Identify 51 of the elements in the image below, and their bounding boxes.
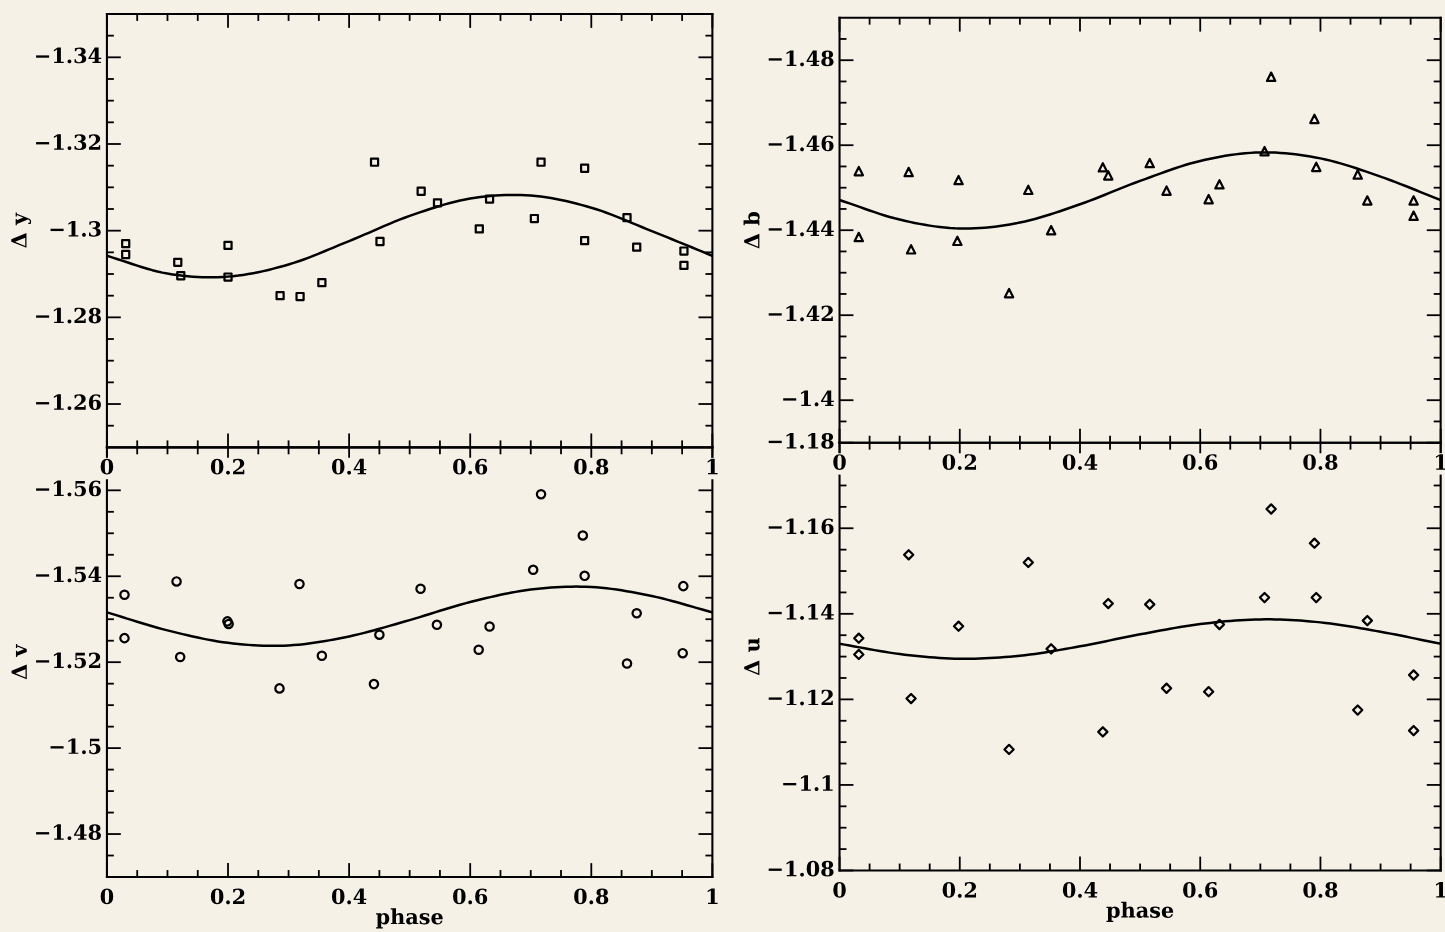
x-tick-label: 1	[707, 458, 718, 475]
x-tick-label: 0.8	[574, 458, 609, 475]
x-tick-label: 1	[1435, 454, 1445, 470]
x-tick-label: 1	[1435, 881, 1445, 898]
y-tick-label: −1.28	[36, 307, 101, 324]
y-tick-label: −1.54	[36, 566, 102, 583]
x-tick-label: 0.6	[453, 888, 488, 905]
y-tick-label: −1.14	[768, 604, 834, 620]
y-tick-label: −1.4	[783, 390, 834, 407]
x-tick-label: 0.8	[1303, 454, 1338, 470]
y-tick-label: −1.32	[36, 134, 101, 151]
x-tick-label: 0	[100, 458, 114, 475]
x-tick-label: 0	[100, 888, 114, 905]
x-tick-label: 0.4	[1062, 881, 1098, 898]
x-tick-label: 1	[707, 888, 718, 904]
y-tick-label: −1.3	[50, 220, 101, 237]
y-axis-title: Δ v	[11, 643, 27, 680]
y-tick-label: −1.5	[50, 738, 101, 755]
y-tick-label: −1.16	[768, 518, 834, 535]
y-axis-title: Δ y	[11, 212, 32, 248]
x-axis-title: phase	[1106, 901, 1174, 922]
x-tick-label: 0.2	[210, 888, 245, 905]
x-tick-label: 0.2	[210, 458, 245, 475]
y-tick-label: −1.34	[36, 47, 102, 64]
y-tick-label: −1.12	[768, 689, 833, 706]
y-tick-label: −1.48	[36, 824, 101, 841]
y-tick-label: −1.48	[768, 50, 834, 67]
x-tick-label: 0.6	[1183, 881, 1218, 898]
y-axis-title: Δ u	[744, 638, 760, 676]
y-tick-label: −1.26	[36, 394, 101, 411]
x-tick-label: 0.4	[331, 458, 367, 475]
x-tick-label: 0	[833, 454, 846, 470]
y-tick-label: −1.1	[783, 775, 833, 791]
x-tick-label: 0.4	[1062, 454, 1098, 470]
x-axis-title: phase	[376, 908, 443, 929]
y-tick-label: −1.52	[36, 652, 101, 669]
x-tick-label: 0.8	[1303, 881, 1338, 898]
y-tick-label: −1.42	[768, 305, 833, 322]
x-tick-label: 0.4	[331, 888, 367, 905]
x-tick-label: 0.8	[574, 888, 609, 905]
y-tick-label: −1.18	[768, 432, 834, 449]
x-tick-label: 0.6	[453, 458, 488, 475]
x-tick-label: 0.2	[942, 454, 977, 470]
y-tick-label: −1.46	[768, 135, 834, 152]
x-tick-label: 0.6	[1183, 454, 1218, 470]
y-tick-label: −1.56	[36, 480, 101, 497]
y-tick-label: −1.44	[768, 220, 834, 237]
y-tick-label: −1.08	[768, 860, 834, 877]
x-tick-label: 0	[833, 881, 846, 898]
y-axis-title: Δ b	[743, 212, 760, 249]
x-tick-label: 0.2	[942, 881, 977, 898]
